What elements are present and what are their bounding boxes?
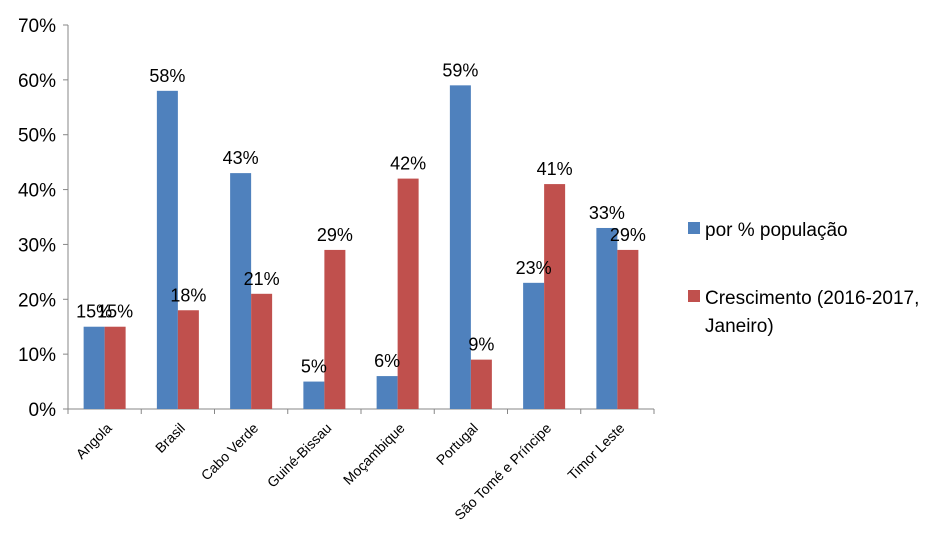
data-label-series-2: 42% xyxy=(390,154,426,174)
y-tick-label: 40% xyxy=(18,181,56,202)
legend-label-line: Crescimento (2016-2017, xyxy=(705,288,919,309)
bar-series-1 xyxy=(376,376,398,409)
data-label-series-1: 6% xyxy=(374,351,400,371)
legend-label-line: Janeiro) xyxy=(705,316,774,337)
y-axis: 0% 10% 20% 30% 40% 50% 60% 70% xyxy=(18,16,69,421)
y-tick-label: 70% xyxy=(18,16,56,37)
legend-swatch-series-2 xyxy=(688,290,700,302)
bar-series-2 xyxy=(397,178,419,409)
data-label-series-1: 23% xyxy=(516,258,552,278)
bar-series-2 xyxy=(617,249,639,409)
bar-series-2 xyxy=(251,293,273,409)
x-tick-label: Guiné-Bissau xyxy=(264,420,335,491)
x-tick-label: Angola xyxy=(73,420,115,462)
legend-label-series-1: por % população xyxy=(705,220,848,241)
data-label-series-2: 29% xyxy=(317,225,353,245)
data-label-series-2: 18% xyxy=(170,285,206,305)
y-tick-label: 50% xyxy=(18,126,56,147)
legend-label-series-2: Crescimento (2016-2017, Janeiro) xyxy=(705,288,919,337)
x-tick-label: Portugal xyxy=(433,420,481,468)
y-tick-label: 30% xyxy=(18,235,56,256)
bar-series-1 xyxy=(83,326,105,409)
data-label-series-1: 58% xyxy=(149,66,185,86)
bar-series-2 xyxy=(177,310,199,409)
data-label-series-1: 43% xyxy=(223,148,259,168)
bar-series-2 xyxy=(324,249,346,409)
y-tick-label: 0% xyxy=(29,400,57,421)
data-label-series-2: 41% xyxy=(537,159,573,179)
bar-series-1 xyxy=(303,381,325,409)
data-labels: 15% 58% 43% 5% 6% 59% 23% 33% 15% 18% 21% 29% 42% 9% 4… xyxy=(76,60,646,376)
bar-series-1 xyxy=(523,282,545,409)
y-tick-label: 20% xyxy=(18,290,56,311)
bar-series-2 xyxy=(470,359,492,409)
bar-series-2 xyxy=(104,326,126,409)
data-label-series-1: 15% xyxy=(76,302,112,322)
data-label-series-2: 21% xyxy=(244,269,280,289)
x-tick-label: Cabo Verde xyxy=(198,420,262,484)
data-label-series-2: 29% xyxy=(610,225,646,245)
y-tick-label: 60% xyxy=(18,71,56,92)
bar-series-1 xyxy=(449,85,471,409)
data-label-series-1: 5% xyxy=(301,357,327,377)
y-tick-label: 10% xyxy=(18,345,56,366)
data-label-series-1: 59% xyxy=(442,60,478,80)
data-label-series-2: 15% xyxy=(97,302,133,322)
x-tick-label: Moçambique xyxy=(340,420,408,488)
data-label-series-2: 9% xyxy=(468,335,494,355)
bar-series-1 xyxy=(230,173,252,409)
x-tick-label: Timor Leste xyxy=(564,420,627,483)
bar-series-1 xyxy=(156,90,178,409)
data-label-series-1: 33% xyxy=(589,203,625,223)
legend-swatch-series-1 xyxy=(688,222,700,234)
bar-series-2 xyxy=(544,184,566,409)
x-axis: Angola Brasil Cabo Verde Guiné-Bissau Moçamb… xyxy=(67,408,655,523)
bars xyxy=(83,85,639,409)
legend: por % população Crescimento (2016-2017, Ja… xyxy=(688,220,919,337)
x-tick-label: Brasil xyxy=(152,420,188,456)
legend-label-line: por % população xyxy=(705,220,848,241)
bar-series-1 xyxy=(596,227,618,409)
